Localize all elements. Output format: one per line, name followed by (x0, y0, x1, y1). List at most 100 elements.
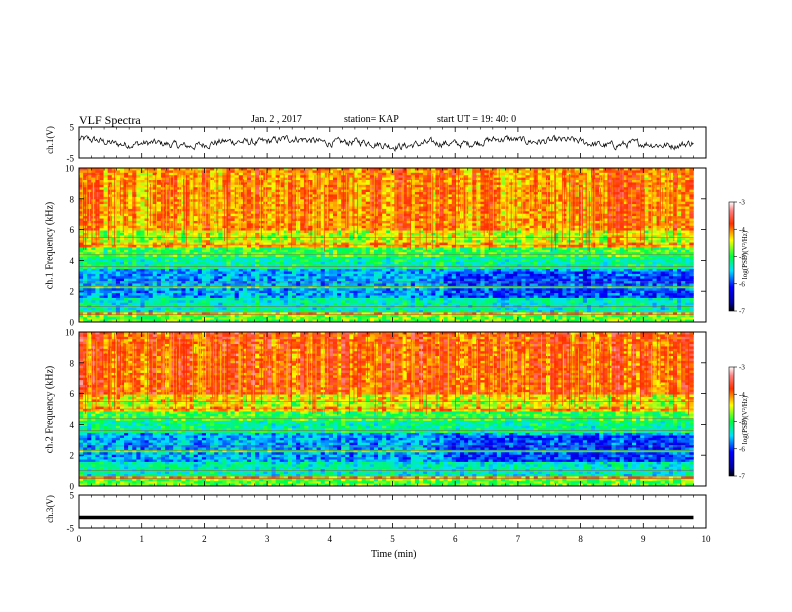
ch1-spectrogram-cell (238, 230, 244, 234)
ch1-spectrogram-cell (435, 192, 440, 195)
ch1-spectrogram-cell (554, 172, 559, 176)
ch1-spectrogram-cell (234, 172, 240, 176)
ch1-spectrogram-cell (550, 194, 555, 198)
ch1-spectrogram-cell (169, 187, 174, 190)
ch1-spectrogram-cell (500, 232, 506, 236)
ch1-spectrogram-cell (517, 223, 522, 227)
ch1-spectrogram-cell (431, 216, 436, 219)
ch1-spectrogram-cell (431, 170, 436, 174)
ch1-spectrogram-cell (349, 245, 354, 248)
ch1-spectrogram-cell (599, 192, 604, 195)
ch1-spectrogram-cell (169, 208, 174, 212)
ch1-spectrogram-cell (91, 177, 96, 181)
ch1-spectrogram-cell (140, 237, 145, 241)
ch1-spectrogram-cell (619, 168, 625, 171)
ch1-spectrogram-cell (525, 220, 530, 224)
ch1-spectrogram-cell (246, 211, 252, 215)
ch1-spectrogram-cell (439, 196, 444, 200)
ch1-spectrogram-cell (210, 172, 215, 176)
ch1-spectrogram-cell (464, 184, 469, 188)
ch1-spectrogram-cell (173, 218, 178, 222)
ch1-spectrogram-cell (488, 194, 494, 198)
ch1-spectrogram-cell (242, 177, 248, 181)
ch1-spectrogram-cell (103, 206, 108, 210)
ch1-spectrogram-cell (349, 208, 354, 212)
ch1-spectrogram-cell (136, 175, 141, 178)
ch1-spectrogram-cell (423, 237, 428, 241)
ch1-spectrogram-image (78, 168, 694, 323)
ch1-spectrogram-cell (451, 211, 457, 215)
ch1-spectrogram-cell (632, 220, 637, 224)
ch1-spectrogram-cell (234, 199, 240, 202)
ch1-spectrogram-cell (230, 170, 235, 174)
ch1-spectrogram-cell (124, 182, 129, 186)
ch1-spectrogram-cell (79, 204, 84, 207)
ch1-spectrogram-cell (246, 201, 252, 205)
ch1-spectrogram-cell (271, 184, 276, 188)
ch1-spectrogram-cell (447, 213, 453, 217)
ch1-spectrogram-cell (558, 175, 563, 178)
ch1-spectrogram-cell (603, 211, 608, 215)
ch1-spectrogram-cell (193, 228, 199, 231)
ch1-spectrogram-cell (644, 235, 649, 239)
ch1-spectrogram-cell (558, 189, 563, 193)
ch1-spectrogram-cell (242, 208, 248, 212)
ch1-spectrogram-cell (165, 177, 170, 181)
ch1-spectrogram-cell (165, 199, 170, 202)
ch1-spectrogram-cell (115, 223, 121, 227)
ch1-spectrogram-cell (672, 220, 678, 224)
ch1-spectrogram-cell (300, 184, 305, 188)
ch1-spectrogram-cell (455, 213, 461, 217)
ch1-spectrogram-cell (193, 232, 199, 236)
ch1-spectrogram-cell (156, 192, 162, 195)
ch1-spectrogram-cell (99, 168, 104, 171)
ch1-spectrogram-cell (451, 170, 457, 174)
ch1-spectrogram-cell (668, 177, 674, 181)
ch1-spectrogram-cell (599, 206, 604, 210)
ch1-spectrogram-cell (337, 177, 342, 181)
ch1-spectrogram-cell (115, 177, 121, 181)
ch1-spectrogram-cell (124, 208, 129, 212)
ch1-spectrogram-cell (595, 211, 600, 215)
ch1-spectrogram-cell (480, 175, 485, 178)
ch1-spectrogram-cell (431, 232, 436, 236)
ch1-spectrogram-cell (599, 194, 604, 198)
ch1-spectrogram-cell (382, 182, 387, 186)
ch1-spectrogram-cell (386, 204, 391, 207)
ch1-spectrogram-cell (279, 172, 285, 176)
ch1-spectrogram-cell (255, 204, 260, 207)
ch1-spectrogram-cell (345, 187, 350, 190)
ch1-spectrogram-cell (99, 204, 104, 207)
ch1-spectrogram-cell (283, 223, 289, 227)
ch1-spectrogram-cell (386, 187, 391, 190)
ch1-spectrogram-cell (337, 168, 342, 171)
ch1-spectrogram-cell (615, 168, 621, 171)
ch1-spectrogram-cell (185, 192, 190, 195)
ch1-spectrogram-cell (357, 184, 362, 188)
ch1-spectrogram-cell (640, 187, 645, 190)
ch1-spectrogram-cell (525, 204, 530, 207)
ch1-spectrogram-cell (169, 192, 174, 195)
ch1-spectrogram-cell (119, 177, 125, 181)
ch1-spectrogram-cell (357, 213, 362, 217)
ch1-spectrogram-cell (648, 216, 653, 219)
ch1-spectrogram-cell (349, 177, 354, 181)
ch1-spectrogram-cell (332, 187, 338, 190)
ch1-spectrogram-cell (144, 196, 149, 200)
ch1-spectrogram-cell (193, 220, 199, 224)
ch1-spectrogram-cell (238, 201, 244, 205)
ch1-spectrogram-cell (259, 175, 264, 178)
ch1-spectrogram-cell (672, 187, 678, 190)
ch1-spectrogram-cell (132, 245, 137, 248)
ch1-spectrogram-cell (308, 168, 313, 171)
ch1-spectrogram-cell (124, 235, 129, 239)
ch1-spectrogram-cell (373, 184, 379, 188)
ch1-spectrogram-cell (623, 175, 629, 178)
ch1-spectrogram-cell (476, 175, 481, 178)
ch1-spectrogram-cell (136, 192, 141, 195)
ch1-spectrogram-cell (468, 177, 473, 181)
ch1-spectrogram-cell (677, 206, 682, 210)
ch1-spectrogram-cell (443, 232, 448, 236)
ch1-spectrogram-cell (500, 170, 506, 174)
ch1-spectrogram-cell (476, 216, 481, 219)
